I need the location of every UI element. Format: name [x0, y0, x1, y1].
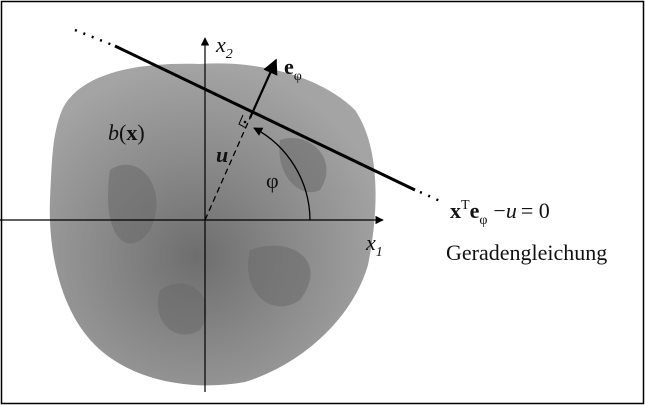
- b-x-label: b(x): [108, 120, 145, 145]
- u-label: u: [216, 142, 228, 167]
- phi-label: φ: [266, 168, 279, 193]
- diagram: x2 x1 eφ b(x) u φ xTeφ−u= 0 Geradengleic…: [0, 0, 645, 405]
- dot: [244, 121, 247, 124]
- caption: Geradengleichung: [446, 240, 607, 265]
